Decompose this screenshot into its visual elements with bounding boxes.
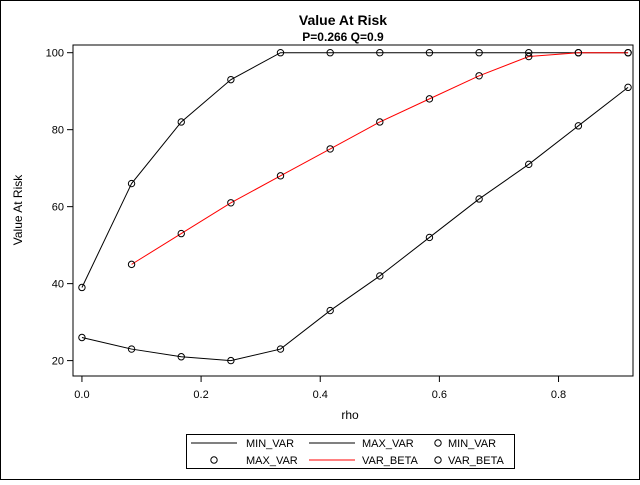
series-line-var-beta	[131, 52, 629, 265]
data-point-var-beta	[376, 118, 384, 126]
data-point-min-var	[574, 122, 583, 130]
y-tick-label: 20	[52, 356, 64, 368]
x-axis-label: rho	[341, 408, 359, 422]
legend: MIN_VAR MAX_VAR MIN_VAR MAX_VAR VAR_BETA VAR_…	[186, 434, 515, 469]
data-point-min-var	[624, 83, 632, 92]
x-tick-label: 0.2	[193, 389, 208, 401]
data-point-min-var	[525, 160, 533, 169]
plot-area	[72, 44, 634, 377]
data-point-max-var	[276, 48, 285, 57]
data-point-max-var	[376, 48, 384, 57]
series-line-max-var	[81, 52, 629, 288]
legend-box	[186, 434, 515, 469]
data-point-var-beta	[177, 229, 185, 238]
data-point-max-var	[78, 283, 86, 292]
data-point-max-var	[326, 48, 334, 57]
legend-marker-symbol	[210, 456, 218, 464]
data-point-min-var	[425, 233, 434, 242]
chart-subtitle: P=0.266 Q=0.9	[302, 30, 384, 44]
y-axis-label: Value At Risk	[11, 174, 25, 245]
data-point-min-var	[376, 272, 384, 280]
data-point-var-beta	[425, 95, 434, 103]
legend-label: MIN_VAR	[246, 438, 294, 450]
legend-label: VAR_BETA	[362, 455, 418, 467]
data-point-max-var	[425, 48, 434, 57]
legend-marker-symbol	[434, 439, 442, 447]
y-tick-label: 40	[52, 279, 64, 291]
legend-label: MAX_VAR	[246, 455, 298, 467]
data-point-min-var	[475, 195, 483, 203]
series-layer	[78, 48, 632, 365]
y-axis: 20 40 60 80 100	[46, 48, 73, 368]
data-point-max-var	[227, 75, 235, 84]
data-point-max-var	[475, 48, 483, 57]
x-tick-label: 0.4	[313, 389, 328, 401]
legend-label: MIN_VAR	[448, 438, 496, 450]
data-point-var-beta	[475, 72, 483, 80]
data-point-min-var	[276, 345, 285, 353]
data-point-var-beta	[624, 48, 632, 57]
data-point-min-var	[78, 333, 86, 342]
data-point-min-var	[127, 345, 136, 353]
data-point-var-beta	[227, 199, 235, 207]
legend-marker-symbol	[434, 456, 442, 464]
data-point-max-var	[127, 179, 136, 188]
x-tick-label: 0.6	[432, 389, 447, 401]
data-point-var-beta	[276, 172, 285, 180]
series-line-min-var	[81, 86, 629, 362]
chart-title: Value At Risk	[299, 12, 387, 28]
x-axis: 0.0 0.2 0.4 0.6 0.8	[74, 376, 566, 401]
data-point-var-beta	[326, 145, 334, 153]
y-tick-label: 100	[46, 48, 64, 60]
data-point-var-beta	[127, 260, 136, 269]
x-tick-label: 0.0	[74, 389, 89, 401]
data-point-min-var	[177, 353, 185, 361]
y-tick-label: 60	[52, 202, 64, 214]
legend-label: VAR_BETA	[448, 455, 504, 467]
data-point-min-var	[227, 356, 235, 365]
data-point-var-beta	[574, 48, 583, 57]
y-tick-label: 80	[52, 125, 64, 137]
data-point-max-var	[525, 48, 533, 57]
data-point-max-var	[177, 118, 185, 126]
legend-label: MAX_VAR	[362, 438, 414, 450]
data-point-min-var	[326, 306, 334, 315]
x-tick-label: 0.8	[551, 389, 566, 401]
data-point-var-beta	[525, 52, 533, 61]
